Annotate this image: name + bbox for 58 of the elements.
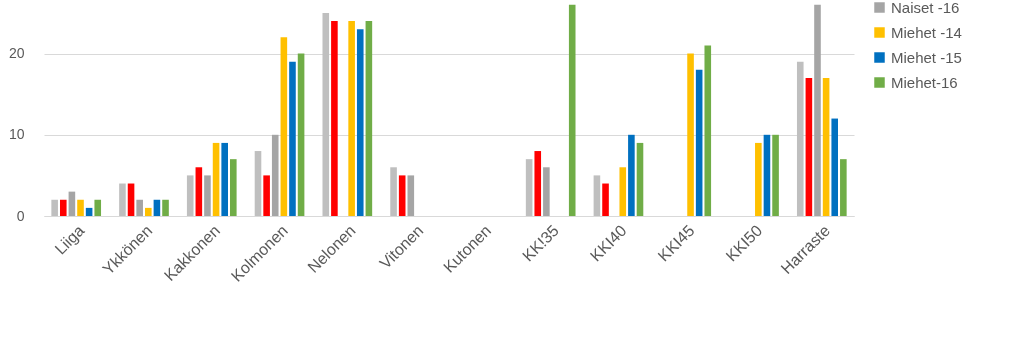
bar [805, 77, 813, 216]
bar [280, 37, 288, 216]
y-tick-label: 10 [8, 126, 25, 143]
legend-label: Miehet -14 [891, 23, 962, 41]
bar [144, 207, 152, 216]
bar [840, 159, 847, 216]
bar [153, 199, 161, 216]
bar [348, 21, 355, 216]
y-tick-label: 20 [8, 45, 25, 62]
bar [271, 134, 279, 216]
bar [162, 199, 169, 216]
bar [212, 142, 220, 216]
bar [822, 77, 830, 216]
bar [602, 183, 609, 216]
legend-label: Miehet-16 [891, 73, 958, 91]
bar [695, 69, 703, 216]
bar [814, 4, 821, 216]
bar [59, 199, 67, 216]
bar [636, 142, 644, 216]
bar [593, 175, 601, 216]
bar [186, 175, 194, 216]
bar [687, 53, 694, 216]
bar [365, 21, 373, 216]
bar [619, 167, 627, 216]
bar [230, 159, 237, 216]
bar [796, 61, 804, 216]
bar [94, 199, 102, 216]
bar [628, 134, 635, 216]
bar [356, 29, 364, 216]
bar [398, 175, 406, 216]
legend-label: Miehet -15 [891, 48, 962, 66]
bar [331, 21, 338, 216]
bar [289, 61, 296, 216]
bar [534, 151, 542, 216]
bar [772, 134, 779, 216]
bar [136, 199, 143, 216]
bar [755, 142, 762, 216]
bar [254, 151, 262, 216]
bar [119, 183, 126, 216]
bar [51, 199, 58, 216]
bar [297, 53, 305, 216]
bar [77, 199, 84, 216]
bar [322, 12, 330, 216]
bar [195, 167, 203, 216]
bar [390, 167, 397, 216]
bar [204, 175, 211, 216]
bar [525, 159, 533, 216]
bar [221, 142, 228, 216]
bar [407, 175, 415, 216]
bar [263, 175, 270, 216]
y-tick-label: 0 [16, 207, 25, 224]
bar [568, 4, 576, 216]
legend-label: Naiset -16 [891, 0, 960, 16]
bar [704, 45, 712, 216]
bar [763, 134, 771, 216]
bar [127, 183, 135, 216]
bar [543, 167, 550, 216]
bar [831, 118, 839, 216]
